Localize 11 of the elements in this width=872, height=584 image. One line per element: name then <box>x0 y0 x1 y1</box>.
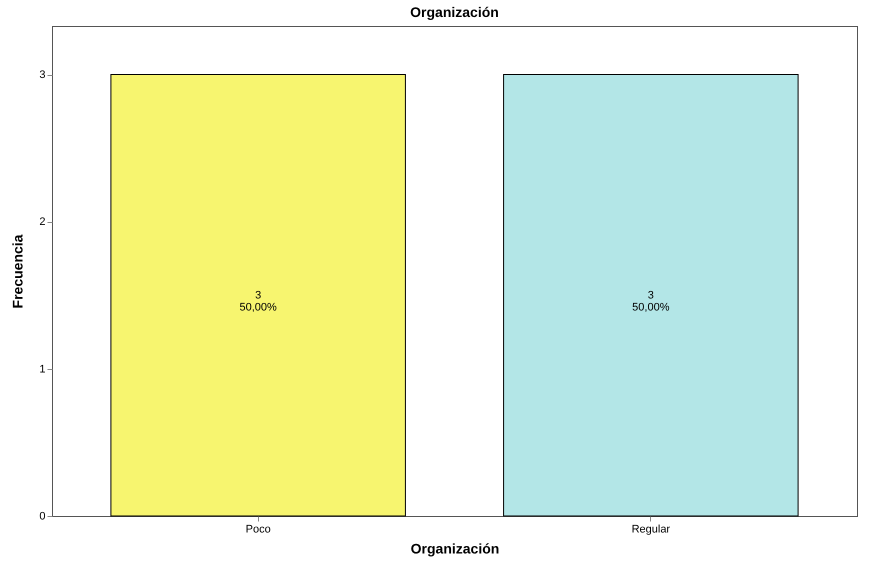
x-tick-label: Poco <box>246 524 271 536</box>
y-axis-title: Frecuencia <box>9 234 26 308</box>
y-tick-label: 3 <box>39 69 46 82</box>
data-label: 3 50,00% <box>240 289 278 314</box>
chart-title: Organización <box>410 4 499 20</box>
y-tick-label: 1 <box>39 363 46 376</box>
data-label: 3 50,00% <box>632 289 670 314</box>
x-tick-label: Regular <box>632 524 670 536</box>
y-tick-label: 2 <box>39 216 46 228</box>
y-tick-label: 0 <box>39 510 46 522</box>
x-axis-title: Organización <box>410 540 500 556</box>
